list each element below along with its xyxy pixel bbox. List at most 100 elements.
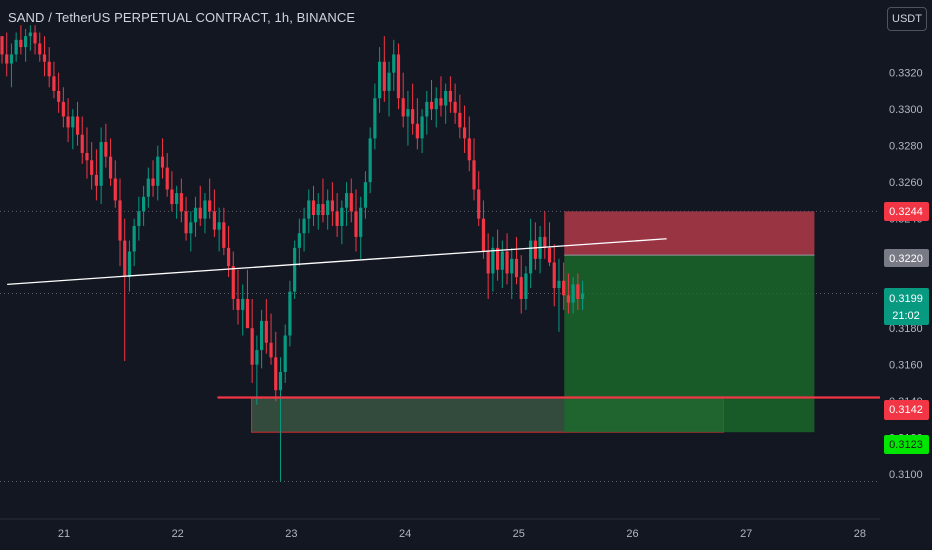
candle-body [47,61,51,77]
price-axis-tick-label: 0.3160 [889,360,923,372]
price-label-stop: 0.3244 [889,206,923,218]
candle-body [28,32,32,37]
candle-body [264,320,268,343]
candle-body [61,101,65,117]
candle-countdown: 21:02 [892,310,920,322]
candle-body [52,76,56,91]
candle-body [562,280,566,296]
candle-body [434,98,438,110]
candle-body [326,200,330,216]
candle-body [444,90,448,106]
candle-body [392,54,396,73]
candle-body [165,167,169,190]
time-axis-tick-label: 28 [854,528,866,540]
candle-body [297,233,301,248]
candle-body [212,211,216,230]
candle-body [505,251,509,274]
candle-body [170,189,174,205]
candle-body [481,218,486,252]
candle-body [311,200,316,216]
candle-body [189,222,193,234]
price-axis-tick-label: 0.3180 [889,323,923,335]
candle-body [142,196,146,212]
candle-body [250,328,254,365]
candle-body [571,284,575,303]
candle-body [307,200,311,219]
candle-body [198,207,202,219]
candle-body [547,247,552,263]
time-axis-tick-label: 23 [285,528,297,540]
price-label-stop-bg [884,202,929,221]
trendline [7,238,667,286]
candle-body [420,116,424,139]
candle-body [57,90,61,102]
candle-body [260,320,264,351]
candle-body [75,116,80,135]
candle-body [302,218,306,234]
candle-body [245,298,250,329]
candle-body [524,273,528,299]
candle-body [132,225,136,252]
candle-body [123,240,127,278]
candle-body [108,156,113,179]
candle-body [557,280,561,289]
candle-body [113,178,117,201]
candle-body [278,371,283,391]
candle-body [19,39,23,48]
time-axis-tick-label: 24 [399,528,411,540]
candle-body [378,61,382,99]
candle-body [396,54,401,99]
candle-body [316,204,320,216]
currency-button[interactable]: USDT [887,7,927,31]
candle-body [500,251,504,270]
time-axis-tick-label: 21 [58,528,70,540]
candle-body [71,116,75,128]
candle-body [283,335,287,372]
candle-body [94,174,98,186]
candle-body [514,258,519,278]
candle-body [146,178,150,197]
candle-body [462,127,467,139]
candle-body [321,204,325,216]
candle-body [193,207,198,223]
candle-body [533,240,537,259]
price-axis-tick-label: 0.3280 [889,141,923,153]
candle-body [467,138,471,161]
candle-body [458,112,462,128]
price-label-support-bg [884,400,929,420]
price-axis-tick-label: 0.3300 [889,104,923,116]
candle-body [85,152,89,161]
price-label-current: 0.3199 [889,293,923,305]
candle-body [486,251,490,274]
price-axis-tick-label: 0.3100 [889,469,923,481]
candle-body [543,236,547,248]
price-label-support: 0.3142 [889,404,923,416]
candle-body [151,178,155,186]
candle-body [293,247,297,292]
candle-body [236,298,240,310]
price-axis-tick-label: 0.3260 [889,177,923,189]
candle-body [382,61,386,91]
candle-body [363,182,368,208]
price-axis-tick-label: 0.3320 [889,68,923,80]
candle-body [269,342,273,358]
candle-body [335,211,339,226]
position-risk-zone [564,211,815,256]
candle-body [354,211,358,237]
candle-body [439,98,443,106]
candle-body [330,200,334,212]
candle-body [9,54,14,64]
candle-body [231,266,235,299]
candle-body [429,101,434,110]
candle-body [160,156,165,168]
candle-body [411,109,415,124]
candle-body [222,222,226,248]
candle-body [552,262,556,289]
position-reward-zone [564,255,815,433]
candle-body [127,251,132,278]
candle-body [576,284,580,299]
candle-body [425,101,429,117]
candle-body [415,123,419,139]
